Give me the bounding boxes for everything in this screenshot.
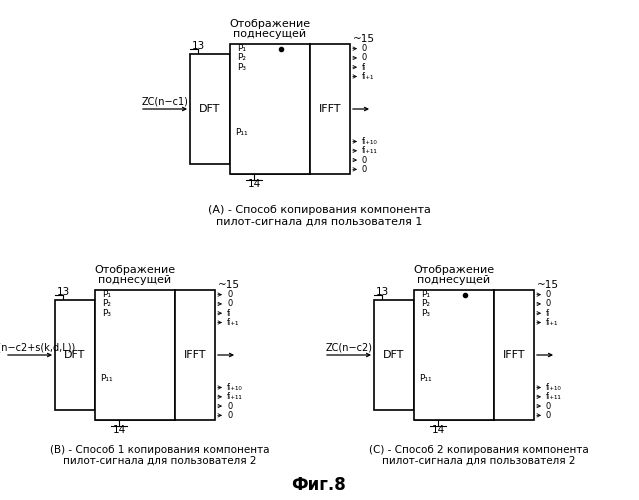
Text: DFT: DFT — [383, 350, 404, 360]
Text: 0: 0 — [546, 290, 551, 299]
Text: 0: 0 — [362, 54, 367, 62]
Text: P₂: P₂ — [102, 300, 111, 308]
Text: 0: 0 — [227, 300, 232, 308]
Text: fᵢ: fᵢ — [227, 308, 231, 318]
Text: fᵢ₊₁₁: fᵢ₊₁₁ — [362, 146, 378, 156]
Text: P₃: P₃ — [236, 62, 246, 72]
Text: 0: 0 — [362, 44, 367, 53]
Text: IFFT: IFFT — [503, 350, 525, 360]
Text: 0: 0 — [227, 402, 232, 410]
Text: поднесущей: поднесущей — [233, 29, 307, 39]
Text: 0: 0 — [546, 402, 551, 410]
Text: fᵢ: fᵢ — [362, 62, 367, 72]
Bar — [414, 290, 494, 420]
Bar — [95, 290, 175, 420]
Text: P₁: P₁ — [236, 44, 246, 53]
Text: ~15: ~15 — [353, 34, 375, 44]
Bar — [190, 54, 230, 164]
Text: fᵢ₊₁: fᵢ₊₁ — [362, 72, 374, 81]
Text: 14: 14 — [247, 179, 261, 189]
Text: пилот-сигнала для пользователя 2: пилот-сигнала для пользователя 2 — [382, 456, 576, 466]
Text: пилот-сигнала для пользователя 1: пилот-сигнала для пользователя 1 — [216, 217, 422, 227]
Text: Фиг.8: Фиг.8 — [291, 476, 346, 494]
Text: P₁₁: P₁₁ — [235, 128, 247, 136]
Text: P₃: P₃ — [102, 308, 111, 318]
Text: ZC(n−c2+s(k,d,L)): ZC(n−c2+s(k,d,L)) — [0, 342, 75, 352]
Text: fᵢ₊₁₁: fᵢ₊₁₁ — [546, 392, 562, 402]
Text: (C) - Способ 2 копирования компонента: (C) - Способ 2 копирования компонента — [369, 445, 589, 455]
Text: (A) - Способ копирования компонента: (A) - Способ копирования компонента — [208, 205, 431, 215]
Text: P₂: P₂ — [420, 300, 429, 308]
Text: P₁₁: P₁₁ — [100, 374, 112, 382]
Bar — [55, 300, 95, 410]
Text: fᵢ: fᵢ — [546, 308, 551, 318]
Text: fᵢ₊₁₀: fᵢ₊₁₀ — [362, 137, 378, 146]
Text: 0: 0 — [227, 290, 232, 299]
Bar — [230, 44, 310, 174]
Text: ~15: ~15 — [218, 280, 240, 290]
Bar — [175, 290, 215, 420]
Text: fᵢ₊₁₀: fᵢ₊₁₀ — [546, 383, 562, 392]
Text: IFFT: IFFT — [184, 350, 206, 360]
Text: DFT: DFT — [65, 350, 86, 360]
Bar — [494, 290, 534, 420]
Text: 13: 13 — [376, 287, 389, 297]
Text: 13: 13 — [192, 41, 205, 51]
Text: пилот-сигнала для пользователя 2: пилот-сигнала для пользователя 2 — [63, 456, 257, 466]
Text: 14: 14 — [112, 425, 126, 435]
Text: Отображение: Отображение — [95, 265, 176, 275]
Text: P₃: P₃ — [420, 308, 429, 318]
Text: P₂: P₂ — [236, 54, 246, 62]
Text: 0: 0 — [362, 165, 367, 174]
Text: fᵢ₊₁: fᵢ₊₁ — [546, 318, 558, 327]
Text: DFT: DFT — [199, 104, 220, 114]
Text: 14: 14 — [431, 425, 445, 435]
Text: 0: 0 — [546, 411, 551, 420]
Text: IFFT: IFFT — [319, 104, 341, 114]
Text: 0: 0 — [362, 156, 367, 164]
Text: P₁: P₁ — [420, 290, 429, 299]
Text: fᵢ₊₁: fᵢ₊₁ — [227, 318, 240, 327]
Text: ZC(n−c2): ZC(n−c2) — [325, 342, 373, 352]
Text: Отображение: Отображение — [413, 265, 495, 275]
Text: 13: 13 — [57, 287, 70, 297]
Text: fᵢ₊₁₀: fᵢ₊₁₀ — [227, 383, 243, 392]
Text: ZC(n−c1): ZC(n−c1) — [142, 96, 189, 106]
Text: fᵢ₊₁₁: fᵢ₊₁₁ — [227, 392, 243, 402]
Text: поднесущей: поднесущей — [98, 275, 171, 285]
Text: поднесущей: поднесущей — [417, 275, 491, 285]
Text: P₁: P₁ — [102, 290, 111, 299]
Bar — [310, 44, 350, 174]
Bar — [374, 300, 414, 410]
Text: P₁₁: P₁₁ — [419, 374, 431, 382]
Text: ~15: ~15 — [537, 280, 559, 290]
Text: 0: 0 — [227, 411, 232, 420]
Text: (B) - Способ 1 копирования компонента: (B) - Способ 1 копирования компонента — [50, 445, 270, 455]
Text: 0: 0 — [546, 300, 551, 308]
Text: Отображение: Отображение — [229, 19, 311, 29]
